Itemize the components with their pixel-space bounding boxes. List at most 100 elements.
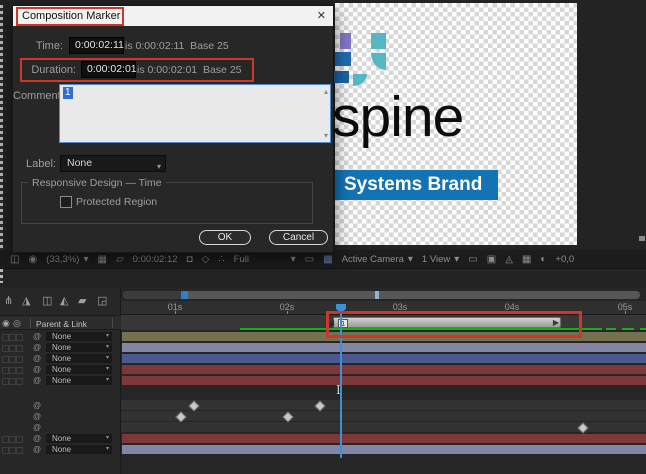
protected-region-checkbox[interactable] <box>60 196 72 208</box>
keyframe-diamond[interactable] <box>314 400 326 412</box>
time-input[interactable]: 0:00:02:11 <box>69 37 124 54</box>
parent-dropdown[interactable]: None ▾ <box>46 434 112 443</box>
stereo-3d-icon[interactable]: ◉ <box>28 253 38 265</box>
layer-duration-bar[interactable] <box>122 434 646 443</box>
label-dropdown[interactable]: None ▾ <box>60 155 166 172</box>
parent-dropdown[interactable]: None ▾ <box>46 332 112 341</box>
view-layout-dropdown[interactable]: 1 View ▾ <box>421 253 460 265</box>
brush-icon[interactable]: ▰ <box>78 295 87 307</box>
layer-duration-bar[interactable] <box>122 376 646 385</box>
duration-input[interactable]: 0:00:02:01 <box>81 61 137 78</box>
comment-textarea[interactable]: 1 ▴ ▾ <box>59 84 331 143</box>
pick-whip-icon[interactable]: @ <box>33 401 42 410</box>
keyframe-diamond[interactable] <box>577 422 589 434</box>
current-time-display[interactable]: 0:00:02:12 <box>132 253 178 265</box>
layer-duration-bar[interactable] <box>122 365 646 374</box>
keyframe-diamond[interactable] <box>282 411 294 423</box>
resolution-dropdown[interactable]: Full ▾ <box>233 253 296 265</box>
navigator-viewed-range <box>123 291 182 299</box>
keyframe-diamond[interactable] <box>188 400 200 412</box>
layer-row: @ None ▾ <box>0 433 646 444</box>
graph-editor-icon[interactable]: ◲ <box>97 295 108 307</box>
duration-highlight-box <box>20 58 254 82</box>
composition-viewport[interactable]: spine Systems Brand <box>332 3 577 245</box>
marker-end-handle[interactable]: ▶ <box>552 318 559 327</box>
magnification-dropdown[interactable]: (33,3%) ▾ <box>46 253 89 265</box>
parent-dropdown[interactable]: None ▾ <box>46 445 112 454</box>
layer-duration-bar[interactable] <box>122 354 646 363</box>
column-divider[interactable] <box>30 318 31 328</box>
pick-whip-icon[interactable]: @ <box>33 343 42 352</box>
grid-guides-icon[interactable]: ▦ <box>97 253 107 265</box>
network-icon[interactable]: ▦ <box>521 253 532 265</box>
property-keyframe-row[interactable] <box>121 411 646 423</box>
pick-whip-icon[interactable]: @ <box>33 445 42 454</box>
snapshot-icon[interactable]: ◘ <box>186 253 193 265</box>
show-channels-icon[interactable]: ∴ <box>218 253 225 265</box>
camera-dropdown[interactable]: Active Camera ▾ <box>341 253 413 265</box>
pick-whip-icon[interactable]: @ <box>33 412 42 421</box>
pick-whip-icon[interactable]: @ <box>33 332 42 341</box>
frame-blending-icon[interactable]: ◫ <box>42 295 53 307</box>
audio-icon[interactable]: ◎ <box>13 318 21 328</box>
cancel-button[interactable]: Cancel <box>269 230 328 245</box>
shy-layers-icon[interactable]: ◮ <box>22 295 31 307</box>
goggles-icon[interactable]: ▭ <box>468 253 478 265</box>
comment-label: Comment: <box>13 90 64 102</box>
close-icon[interactable]: ✕ <box>316 10 326 22</box>
logo-square-teal <box>371 33 386 49</box>
cache-indicator-line <box>622 328 634 330</box>
exposure-icon[interactable]: ◐ <box>540 253 547 265</box>
chevron-down-icon: ▾ <box>105 355 109 361</box>
text-cursor: I <box>336 383 341 397</box>
layer-duration-bar[interactable] <box>122 343 646 352</box>
timeline-panel: ⋔ ◮ ◫ ◭ ▰ ◲ 01s 02s 03s 04s 05s ◢ 1 ▶ <box>0 288 646 474</box>
dialog-titlebar[interactable]: Composition Marker ✕ <box>13 6 333 26</box>
monitor-icon[interactable]: ◫ <box>10 253 20 265</box>
pick-whip-icon[interactable]: @ <box>33 423 42 432</box>
parent-link-header: Parent & Link <box>36 319 88 329</box>
pick-whip-icon[interactable]: @ <box>33 354 42 363</box>
region-of-interest-icon[interactable]: ▭ <box>304 253 315 265</box>
transparency-grid-icon[interactable]: ▩ <box>323 253 333 265</box>
chevron-down-icon: ▾ <box>290 253 296 265</box>
label-label: Label: <box>26 158 56 170</box>
mini-flowchart-icon[interactable]: ⋔ <box>4 295 14 307</box>
pick-whip-icon[interactable]: @ <box>33 365 42 374</box>
video-eye-icon[interactable]: ◉ <box>2 318 10 328</box>
flowchart-icon[interactable]: ◬ <box>505 253 513 265</box>
timeline-navigator[interactable] <box>123 291 640 299</box>
marker-number: 1 <box>338 319 349 328</box>
timeline-column-header: ◉ ◎ Parent & Link <box>0 315 121 330</box>
property-keyframe-row[interactable] <box>121 422 646 434</box>
composition-marker-duration-bar[interactable]: ◢ 1 ▶ <box>328 317 561 328</box>
panel-resize-grip[interactable] <box>639 236 645 241</box>
marker-strip[interactable]: ◢ 1 ▶ <box>121 315 646 330</box>
layer-row: @ None ▾ <box>0 444 646 455</box>
pick-whip-icon[interactable]: @ <box>33 434 42 443</box>
responsive-design-group: Responsive Design — Time Protected Regio… <box>21 177 313 224</box>
time-label: Time: <box>35 40 63 52</box>
preview-time-icon[interactable]: ▣ <box>486 253 497 265</box>
property-keyframe-row[interactable] <box>121 400 646 412</box>
parent-dropdown[interactable]: None ▾ <box>46 354 112 363</box>
layer-duration-bar[interactable] <box>122 445 646 454</box>
scroll-up-icon[interactable]: ▴ <box>323 87 328 96</box>
exposure-offset[interactable]: +0,0 <box>555 253 575 265</box>
parent-dropdown[interactable]: None ▾ <box>46 365 112 374</box>
parent-dropdown[interactable]: None ▾ <box>46 376 112 385</box>
mask-visibility-icon[interactable]: ▱ <box>115 253 124 265</box>
duration-info: is 0:00:02:01 Base 25 <box>137 64 242 76</box>
playhead-line[interactable] <box>340 306 342 458</box>
parent-dropdown[interactable]: None ▾ <box>46 343 112 352</box>
playhead-handle[interactable] <box>336 304 346 313</box>
ok-button[interactable]: OK <box>199 230 251 245</box>
column-divider[interactable] <box>112 318 113 328</box>
scroll-down-icon[interactable]: ▾ <box>323 131 328 140</box>
pick-whip-icon[interactable]: @ <box>33 376 42 385</box>
chevron-down-icon: ▾ <box>105 435 109 441</box>
motion-blur-icon[interactable]: ◭ <box>60 295 69 307</box>
wireframe-icon[interactable]: ◇ <box>201 253 210 265</box>
navigator-playhead[interactable] <box>181 291 188 299</box>
keyframe-diamond[interactable] <box>175 411 187 423</box>
